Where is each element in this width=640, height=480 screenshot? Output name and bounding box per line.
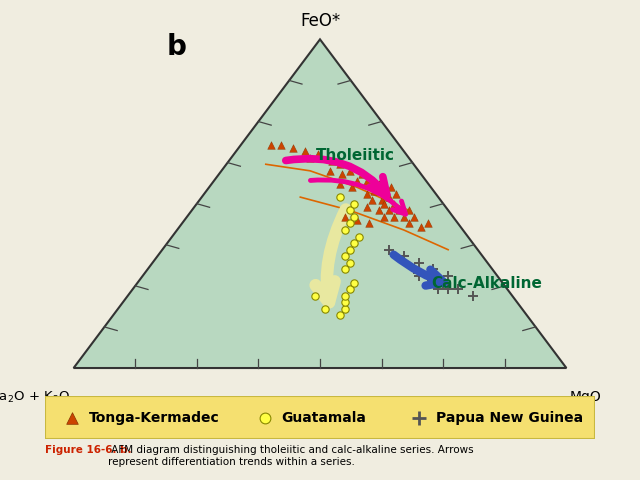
Point	[362, 190, 372, 198]
Point	[404, 219, 414, 227]
Polygon shape	[74, 39, 566, 368]
Point	[344, 206, 355, 214]
Point	[344, 246, 355, 253]
Text: Guatamala: Guatamala	[282, 410, 366, 425]
Text: Tholeiitic: Tholeiitic	[316, 147, 395, 163]
Point	[260, 414, 270, 421]
Point	[305, 154, 316, 161]
Point	[339, 305, 349, 312]
Text: FeO*: FeO*	[300, 12, 340, 30]
Point	[367, 197, 377, 204]
Point	[374, 206, 384, 214]
Point	[347, 183, 357, 191]
Point	[67, 414, 77, 421]
Point	[413, 272, 424, 280]
Point	[423, 272, 433, 280]
Point	[339, 226, 349, 234]
Point	[344, 219, 355, 227]
Point	[288, 144, 298, 152]
Point	[344, 259, 355, 267]
Point	[335, 160, 345, 168]
Point	[379, 200, 389, 207]
Point	[376, 197, 387, 204]
Point	[423, 219, 433, 227]
Point	[320, 305, 330, 312]
Point	[413, 259, 424, 267]
Text: Tonga-Kermadec: Tonga-Kermadec	[89, 410, 220, 425]
Text: AFM diagram distinguishing tholeiitic and calc-alkaline series. Arrows
represent: AFM diagram distinguishing tholeiitic an…	[108, 445, 474, 467]
Point	[399, 213, 409, 221]
Point	[300, 147, 310, 155]
Point	[428, 265, 438, 273]
Point	[339, 292, 349, 300]
Point	[384, 246, 394, 253]
Point	[374, 180, 384, 188]
Point	[443, 272, 453, 280]
Point	[335, 193, 345, 201]
Point	[339, 265, 349, 273]
Point	[312, 151, 323, 158]
Point	[384, 193, 394, 201]
Point	[384, 206, 394, 214]
Point	[349, 240, 360, 247]
Point	[453, 285, 463, 293]
Point	[408, 213, 419, 221]
Text: b: b	[166, 33, 186, 61]
Point	[352, 177, 362, 184]
Point	[362, 177, 372, 184]
Point	[356, 170, 367, 178]
Point	[379, 187, 389, 194]
Point	[275, 141, 285, 148]
Point	[414, 414, 424, 421]
Point	[468, 292, 478, 300]
FancyBboxPatch shape	[45, 396, 595, 439]
Text: Calc-Alkaline: Calc-Alkaline	[431, 276, 542, 291]
Point	[349, 279, 360, 287]
Point	[408, 265, 419, 273]
Point	[335, 312, 345, 319]
Point	[416, 223, 426, 230]
Point	[438, 279, 448, 287]
Point	[310, 292, 320, 300]
Point	[335, 180, 345, 188]
Point	[387, 183, 397, 191]
Point	[339, 299, 349, 306]
Point	[362, 203, 372, 211]
Point	[324, 167, 335, 175]
Point	[339, 213, 349, 221]
Point	[349, 213, 360, 221]
Point	[443, 285, 453, 293]
Point	[352, 216, 362, 224]
Point	[369, 187, 380, 194]
Point	[339, 252, 349, 260]
Point	[266, 141, 276, 148]
Point	[433, 285, 444, 293]
Point	[399, 252, 409, 260]
Point	[389, 200, 399, 207]
Point	[364, 219, 374, 227]
Point	[349, 200, 360, 207]
Point	[388, 213, 399, 221]
Point	[394, 206, 404, 214]
Point	[344, 167, 355, 175]
Point	[337, 170, 348, 178]
Point	[344, 285, 355, 293]
Point	[379, 213, 389, 221]
Point	[428, 279, 438, 287]
Point	[404, 206, 414, 214]
Point	[355, 233, 365, 240]
Text: Na$_2$O + K$_2$O: Na$_2$O + K$_2$O	[0, 390, 70, 405]
Point	[327, 157, 337, 165]
Point	[391, 190, 401, 198]
Text: MgO: MgO	[570, 390, 602, 404]
Text: Figure 16-6. b.: Figure 16-6. b.	[45, 445, 131, 456]
Text: Papua New Guinea: Papua New Guinea	[436, 410, 582, 425]
